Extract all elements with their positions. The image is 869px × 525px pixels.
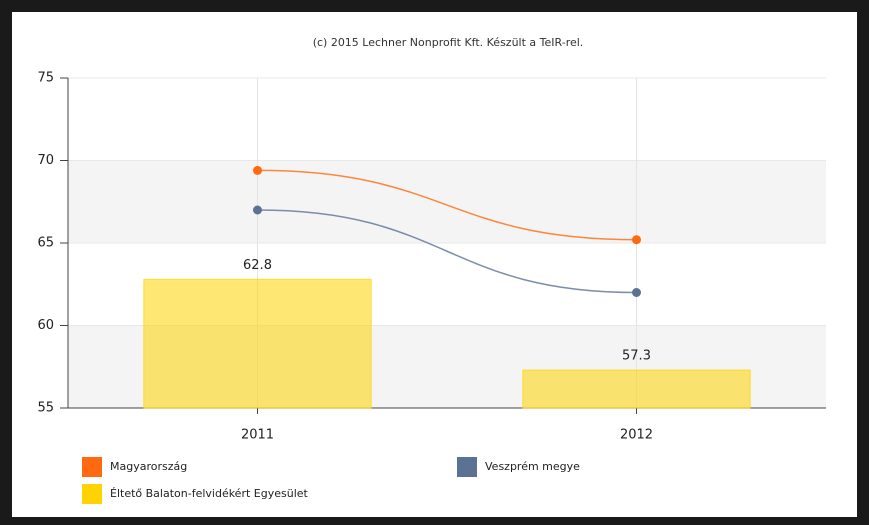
legend-swatch [82, 484, 102, 504]
y-tick-label: 75 [37, 71, 54, 86]
y-tick-label: 60 [37, 318, 54, 333]
legend-swatch [457, 457, 477, 477]
line-point [632, 235, 641, 245]
x-tick-label: 2012 [620, 428, 653, 443]
chart-title: (c) 2015 Lechner Nonprofit Kft. Készült … [313, 36, 584, 49]
bar-value-label: 62.8 [243, 258, 272, 273]
legend-swatch [82, 457, 102, 477]
line-point [253, 205, 262, 215]
plot-band [68, 160, 826, 243]
chart-background [12, 12, 857, 517]
legend-label: Éltető Balaton-felvidékért Egyesület [110, 487, 309, 500]
legend-label: Veszprém megye [485, 460, 580, 473]
bar-value-label: 57.3 [622, 349, 651, 364]
bar [522, 369, 751, 409]
line-point [632, 288, 641, 297]
legend-label: Magyarország [110, 460, 187, 473]
y-tick-label: 70 [37, 153, 54, 168]
line-point [253, 165, 262, 175]
y-tick-label: 55 [37, 401, 54, 416]
line [257, 209, 637, 294]
x-tick-label: 2011 [241, 428, 274, 443]
bar [143, 278, 372, 409]
line [257, 169, 637, 241]
y-tick-label: 65 [37, 236, 54, 251]
